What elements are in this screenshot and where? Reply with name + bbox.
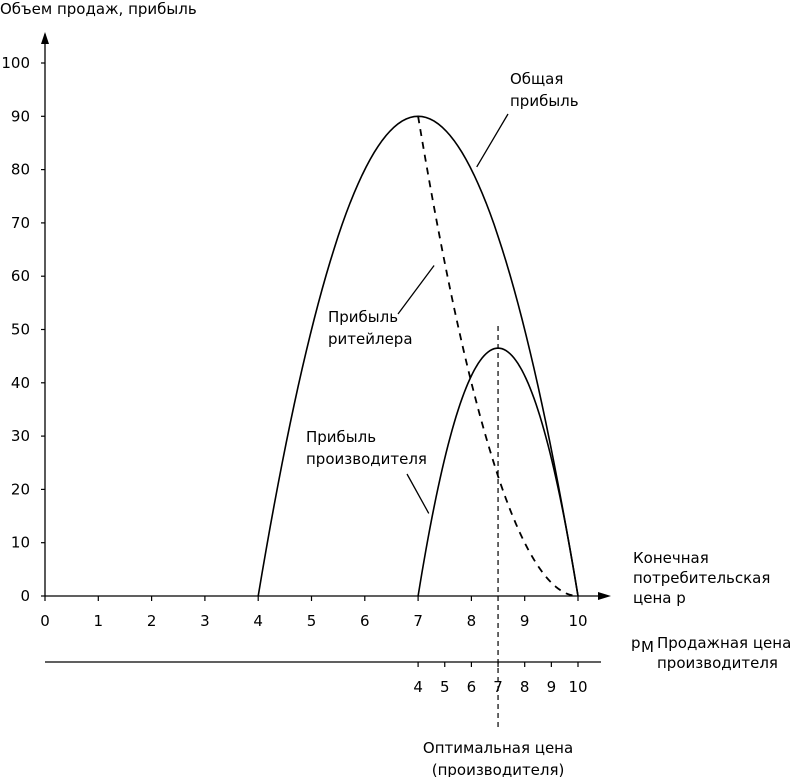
x-tick-label: 9 — [520, 612, 530, 630]
secondary-tick-label: 6 — [467, 678, 477, 696]
y-axis-arrow — [41, 32, 49, 44]
series-annotation: прибыль — [510, 92, 579, 110]
y-tick-label: 20 — [11, 480, 30, 498]
axes — [41, 32, 611, 667]
x-tick-label: 7 — [413, 612, 423, 630]
x-tick-label: 0 — [40, 612, 50, 630]
x-axis-label: потребительская — [633, 569, 770, 587]
x-tick-label: 3 — [200, 612, 210, 630]
series-annotation: производителя — [306, 450, 427, 468]
x-tick-label: 1 — [94, 612, 104, 630]
optimal-price-label: (производителя) — [432, 761, 565, 777]
y-tick-label: 70 — [11, 214, 30, 232]
optimal-price-label: Оптимальная цена — [423, 739, 573, 757]
x-tick-label: 5 — [307, 612, 317, 630]
secondary-axis-subscript: M — [641, 638, 654, 656]
secondary-tick-label: 5 — [440, 678, 450, 696]
y-tick-label: 60 — [11, 267, 30, 285]
series-annotation: ритейлера — [328, 330, 413, 348]
y-axis-label: Объем продаж, прибыль — [0, 0, 197, 18]
secondary-tick-label: 7 — [493, 678, 503, 696]
x-tick-label: 8 — [467, 612, 477, 630]
x-tick-label: 6 — [360, 612, 370, 630]
leader-retailer — [397, 265, 435, 315]
secondary-tick-label: 8 — [520, 678, 530, 696]
x-axis-label: Конечная — [633, 549, 709, 567]
secondary-axis-label: производителя — [657, 654, 778, 672]
y-tick-label: 40 — [11, 374, 30, 392]
secondary-axis-label: Продажная цена — [657, 634, 790, 652]
secondary-tick-label: 9 — [547, 678, 557, 696]
series-line-total-profit — [257, 115, 579, 597]
y-tick-label: 100 — [1, 54, 30, 72]
secondary-tick-label: 10 — [568, 678, 587, 696]
x-axis-label: цена p — [633, 589, 686, 607]
series-line-retailer-profit — [417, 116, 579, 597]
y-tick-label: 10 — [11, 534, 30, 552]
secondary-axis-symbol: p — [631, 634, 641, 652]
x-tick-label: 2 — [147, 612, 157, 630]
series-annotation: Прибыль — [328, 308, 398, 326]
series-annotation: Прибыль — [306, 428, 376, 446]
series-annotation: Общая — [510, 70, 563, 88]
leader-total — [476, 113, 509, 168]
x-tick-label: 10 — [568, 612, 587, 630]
y-tick-label: 90 — [11, 107, 30, 125]
x-axis-arrow — [598, 592, 611, 600]
y-tick-label: 80 — [11, 161, 30, 179]
x-tick-label: 4 — [253, 612, 263, 630]
y-tick-label: 30 — [11, 427, 30, 445]
leader-manufacturer — [406, 473, 430, 514]
y-tick-label: 0 — [20, 587, 30, 605]
secondary-tick-label: 4 — [413, 678, 423, 696]
y-tick-label: 50 — [11, 321, 30, 339]
series-group — [257, 113, 579, 728]
